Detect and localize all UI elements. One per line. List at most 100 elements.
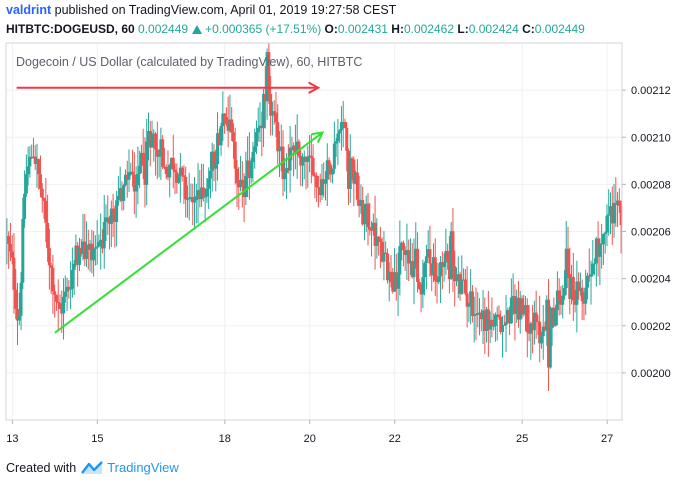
candle-body [145,141,149,185]
candle-body [12,257,16,290]
candle-body [490,319,494,326]
candle-body [272,111,276,113]
candle-body [601,233,605,245]
candle-body [44,200,48,223]
candle-body [619,205,623,226]
candles [5,43,623,392]
candle-body [348,158,352,189]
candle-body [577,281,581,292]
candle-body [518,298,522,320]
candle-body [525,305,529,333]
candle-body [469,291,473,306]
candle-body [54,294,58,302]
candle-body [285,168,289,173]
candle-body [421,277,425,295]
published-text: published on TradingView.com, April 01, … [54,3,397,17]
candle-body [543,326,547,331]
candle-body [288,147,292,171]
y-tick-label: 0.00208 [631,179,671,191]
candle-body [258,125,262,128]
tradingview-logo-icon [81,460,104,474]
candle-body [575,281,579,305]
candle-body [458,274,462,294]
candle-body [396,274,400,289]
candle-body [380,242,384,262]
candle-body [524,305,528,314]
low-value: 0.002424 [468,22,519,36]
candle-body [478,312,482,314]
candle-body [587,275,591,277]
candle-body [219,126,223,146]
candle-body [476,313,480,315]
candle-body [33,156,37,164]
candle-body [414,248,418,266]
candle-body [598,243,602,257]
candle-body [263,93,267,102]
candle-body [607,214,611,216]
candle-body [509,297,513,324]
candle-body [354,172,358,184]
author-name[interactable]: valdrint [6,3,52,17]
candle-body [177,176,181,183]
candle-body [617,200,621,206]
candle-body [162,166,166,168]
candle-body [100,239,104,249]
candle-body [86,244,90,250]
high-value: 0.002462 [403,22,455,36]
publish-info: valdrint published on TradingView.com, A… [6,3,396,17]
candle-body [559,299,563,305]
candle-body [407,250,411,264]
candle-body [69,288,73,290]
candle-body [302,156,306,162]
tradingview-brand[interactable]: TradingView [107,460,179,475]
price-change: +0.000365 (+17.51%) [205,22,322,36]
candle-body [251,151,255,163]
candle-body [131,171,135,175]
candle-body [286,168,290,171]
candle-body [283,172,287,180]
candle-body [104,217,108,223]
candle-body [532,312,536,331]
candle-body [440,262,444,268]
candle-body [83,241,87,259]
candle-body [108,218,112,224]
candle-body [334,141,338,144]
candle-body [408,261,412,264]
candle-body [557,290,561,300]
candle-body [46,222,50,248]
candle-body [191,197,195,203]
candle-body [201,187,205,197]
open-value: 0.002431 [337,22,388,36]
candle-body [155,149,159,157]
candle-body [435,280,439,283]
candle-body [501,324,505,333]
candle-body [311,158,315,176]
candle-body [231,132,235,142]
candle-body [566,248,570,275]
candle-body [437,276,441,283]
candle-body [405,250,409,255]
candle-body [564,248,568,288]
candle-body [164,166,168,175]
candle-body [253,146,257,152]
candle-body [508,309,512,324]
candle-body [214,164,218,169]
candle-body [270,111,274,116]
candle-body [216,133,220,165]
candle-body [223,113,227,117]
candle-body [262,93,266,129]
candle-body [70,270,74,289]
candle-body [95,246,99,248]
candle-body [391,282,395,292]
candle-body [393,272,397,292]
candle-body [139,152,143,166]
candle-body [99,239,103,242]
candle-body [85,244,89,259]
candle-body [24,174,28,194]
candle-body [249,162,253,179]
candle-body [118,188,122,196]
candle-body [239,179,243,188]
candle-body [339,122,343,131]
candle-body [594,238,598,264]
